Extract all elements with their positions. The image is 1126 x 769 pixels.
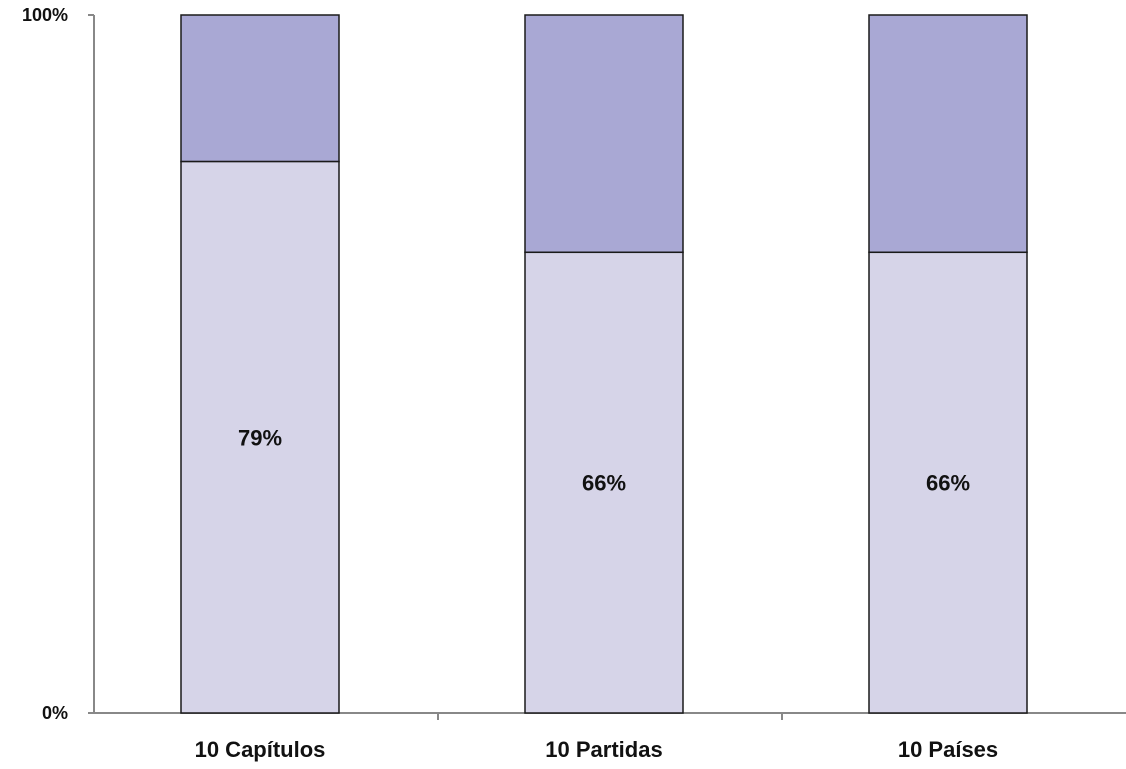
bar-data-label: 79% (238, 425, 282, 450)
bar-segment-lower (180, 160, 340, 714)
y-tick-label: 0% (42, 703, 68, 723)
bar-data-label: 66% (582, 471, 626, 496)
bar-segment-lower (524, 251, 684, 714)
bar-segment-lower (868, 251, 1028, 714)
bar-data-label: 66% (926, 471, 970, 496)
bar-segment-upper (524, 14, 684, 254)
y-tick-label: 100% (22, 5, 68, 25)
bar-segment-upper (868, 14, 1028, 254)
bar-segment-upper (180, 14, 340, 163)
category-label: 10 Capítulos (195, 737, 326, 762)
category-label: 10 Países (898, 737, 998, 762)
category-label: 10 Partidas (545, 737, 662, 762)
